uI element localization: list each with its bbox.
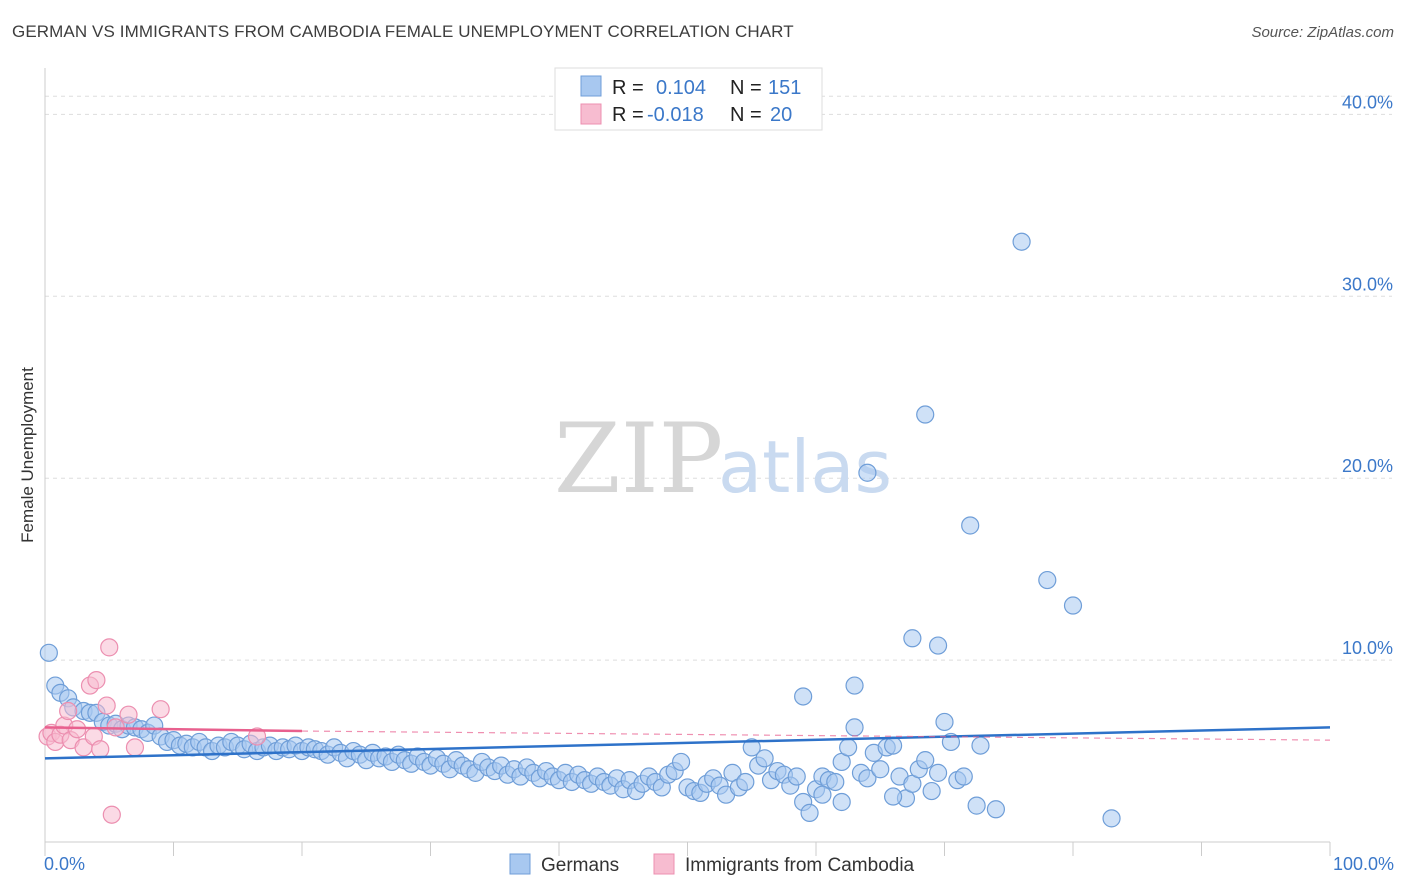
- cambodia-point-14: [100, 638, 119, 657]
- germans-point-153: [967, 796, 986, 815]
- cambodia-point-13: [97, 696, 116, 715]
- cambodia-point-7: [68, 720, 87, 739]
- y-tick-label-40: 40.0%: [1342, 92, 1393, 112]
- cambodia-point-19: [247, 727, 267, 746]
- germans-point-111: [755, 749, 774, 768]
- y-tick-label-10: 10.0%: [1342, 638, 1393, 658]
- cambodia-point-12: [91, 740, 110, 759]
- y-tick-labels: 10.0% 20.0% 30.0% 40.0%: [1342, 92, 1393, 658]
- germans-point-158: [1102, 809, 1121, 828]
- cambodia-point-16: [119, 705, 138, 724]
- legend-germans-label: Germans: [541, 855, 619, 876]
- germans-point-127: [858, 769, 877, 788]
- trend-lines: [44, 726, 1331, 760]
- germans-point-152: [954, 767, 973, 786]
- germans-point-118: [800, 803, 819, 822]
- x-tick-marks: [44, 842, 1331, 856]
- germans-point-142: [961, 516, 980, 535]
- germans-point-137: [922, 781, 941, 801]
- germans-point-116: [787, 767, 806, 786]
- germans-point-155: [1012, 232, 1031, 251]
- germans-point-0: [39, 643, 58, 662]
- germans-point-159: [971, 736, 990, 755]
- germans-point-147: [858, 463, 877, 482]
- cambodia-point-11: [87, 671, 106, 690]
- cambodia-point-17: [125, 738, 145, 757]
- germans-point-136: [916, 751, 935, 770]
- germans-point-125: [845, 718, 864, 737]
- stats-legend: R = 0.104 N = 151 R = -0.018 N = 20: [554, 67, 823, 131]
- watermark: ZIP atlas: [554, 403, 892, 515]
- cambodia-trend-line: [44, 726, 303, 733]
- cambodia-r-label: R =: [612, 104, 644, 126]
- germans-point-109: [742, 738, 761, 757]
- germans-point-154: [986, 800, 1006, 819]
- gridlines: [45, 95, 1392, 661]
- y-tick-label-20: 20.0%: [1342, 456, 1393, 476]
- cambodia-point-5: [59, 701, 78, 721]
- legend-cambodia-label: Immigrants from Cambodia: [685, 855, 915, 876]
- germans-r-value: 0.104: [656, 77, 706, 99]
- legend-germans-swatch: [509, 853, 531, 875]
- germans-point-131: [883, 736, 903, 755]
- germans-point-144: [813, 785, 832, 804]
- germans-n-label: N =: [730, 77, 762, 99]
- cambodia-point-18: [151, 700, 170, 719]
- cambodia-point-20: [102, 805, 121, 824]
- germans-point-143: [794, 687, 813, 706]
- germans-points: [39, 232, 1121, 828]
- x-tick-label-min: 0.0%: [44, 854, 85, 874]
- y-axis-label: Female Unemployment: [18, 367, 37, 543]
- germans-point-149: [903, 629, 922, 648]
- germans-point-157: [1063, 596, 1083, 615]
- germans-trend-line: [44, 726, 1331, 760]
- germans-swatch: [580, 75, 602, 97]
- germans-point-146: [845, 676, 864, 695]
- series-legend: Germans Immigrants from Cambodia: [509, 853, 915, 876]
- germans-point-139: [935, 712, 954, 732]
- y-tick-label-30: 30.0%: [1342, 274, 1393, 294]
- source-label: Source: ZipAtlas.com: [1251, 24, 1394, 41]
- germans-r-label: R =: [612, 77, 644, 99]
- cambodia-r-value: -0.018: [647, 104, 704, 126]
- watermark-zip: ZIP: [554, 403, 723, 515]
- germans-point-156: [1038, 570, 1057, 590]
- germans-point-138: [928, 763, 948, 782]
- germans-point-124: [839, 738, 858, 757]
- cambodia-points: [38, 638, 267, 824]
- germans-point-151: [928, 636, 948, 655]
- germans-point-98: [671, 752, 691, 772]
- germans-point-145: [832, 792, 851, 812]
- cambodia-n-label: N =: [730, 104, 762, 126]
- germans-point-108: [736, 772, 755, 792]
- germans-n-value: 151: [768, 77, 801, 99]
- cambodia-n-value: 20: [770, 104, 792, 126]
- germans-point-122: [826, 772, 845, 792]
- chart-title: GERMAN VS IMMIGRANTS FROM CAMBODIA FEMAL…: [12, 22, 794, 41]
- cambodia-swatch: [580, 103, 602, 125]
- legend-cambodia-swatch: [653, 853, 675, 875]
- germans-point-150: [916, 405, 935, 424]
- germans-point-148: [883, 787, 903, 806]
- germans-point-129: [871, 760, 890, 779]
- x-tick-label-max: 100.0%: [1333, 854, 1394, 874]
